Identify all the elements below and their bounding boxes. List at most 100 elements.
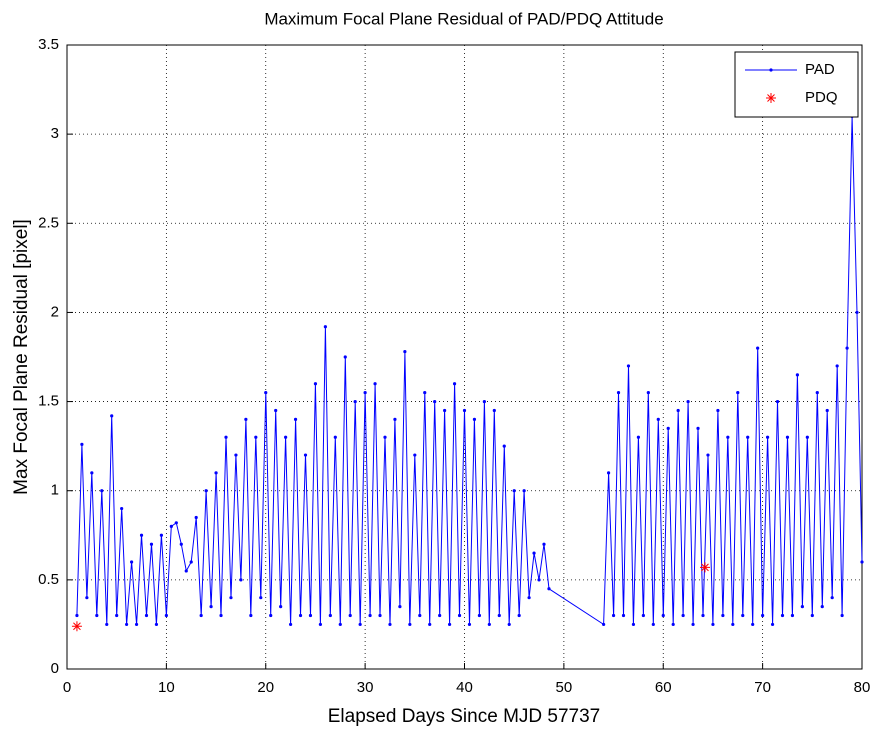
- point: [681, 613, 685, 618]
- y-tick-label: 0.5: [38, 571, 59, 588]
- point: [527, 596, 531, 600]
- point: [542, 542, 546, 546]
- chart-title: Maximum Focal Plane Residual of PAD/PDQ …: [264, 9, 663, 28]
- point: [676, 408, 680, 413]
- point: [125, 622, 129, 627]
- point: [626, 364, 631, 368]
- point: [795, 373, 800, 377]
- point: [388, 622, 392, 627]
- point: [323, 325, 327, 329]
- point: [154, 622, 159, 627]
- point: [815, 391, 819, 395]
- point: [820, 605, 824, 609]
- point: [691, 622, 695, 627]
- point: [418, 613, 422, 618]
- point: [333, 435, 337, 439]
- point: [264, 391, 268, 395]
- point: [606, 471, 611, 475]
- point: [825, 408, 829, 413]
- point: [487, 622, 491, 627]
- point: [144, 613, 149, 618]
- point: [765, 435, 770, 439]
- point: [616, 391, 621, 395]
- point: [651, 622, 655, 627]
- point: [358, 622, 362, 627]
- point: [706, 453, 710, 457]
- point: [731, 622, 735, 627]
- point: [308, 613, 313, 618]
- legend-label: PDQ: [805, 89, 838, 106]
- point: [249, 613, 253, 618]
- point: [204, 489, 208, 493]
- point: [761, 613, 765, 618]
- point: [85, 596, 89, 600]
- point: [646, 391, 650, 395]
- point: [810, 613, 814, 618]
- point: [746, 435, 750, 439]
- point: [179, 542, 183, 546]
- point: [790, 613, 795, 618]
- point: [611, 613, 616, 618]
- point: [785, 435, 790, 439]
- point: [532, 551, 536, 555]
- point: [100, 489, 104, 493]
- point: [661, 613, 665, 618]
- point: [860, 560, 864, 564]
- point: [164, 613, 168, 618]
- point: [194, 515, 198, 520]
- y-tick-label: 3: [51, 125, 59, 142]
- point: [775, 399, 780, 404]
- point: [835, 364, 839, 368]
- point: [502, 444, 506, 448]
- point: [845, 346, 849, 350]
- x-tick-label: 30: [357, 679, 374, 696]
- x-tick-label: 80: [854, 679, 871, 696]
- point: [274, 408, 278, 413]
- point: [298, 613, 303, 618]
- point: [353, 399, 357, 404]
- point: [209, 605, 213, 609]
- point: [259, 596, 263, 600]
- point: [95, 613, 99, 618]
- point: [129, 560, 134, 564]
- point: [602, 622, 606, 627]
- point: [224, 435, 228, 439]
- point: [512, 489, 516, 493]
- point: [328, 613, 332, 618]
- point: [447, 622, 452, 627]
- point: [671, 622, 675, 627]
- x-tick-label: 20: [257, 679, 274, 696]
- point: [636, 435, 641, 439]
- point: [219, 613, 223, 618]
- point: [115, 613, 119, 618]
- point: [621, 613, 626, 618]
- point: [229, 596, 233, 600]
- point: [313, 382, 318, 386]
- point: [105, 622, 109, 627]
- point: [134, 622, 139, 627]
- x-tick-label: 50: [556, 679, 573, 696]
- point: [462, 408, 467, 413]
- point: [686, 399, 690, 404]
- point: [696, 426, 700, 430]
- point: [174, 521, 178, 525]
- point: [507, 622, 511, 627]
- point: [413, 453, 417, 457]
- point: [736, 391, 740, 395]
- point: [383, 435, 387, 439]
- point: [631, 622, 636, 627]
- point: [726, 435, 730, 439]
- point: [805, 435, 809, 439]
- point: [139, 533, 144, 537]
- point: [756, 346, 760, 350]
- point: [855, 310, 859, 315]
- point: [284, 435, 288, 439]
- x-tick-label: 10: [158, 679, 175, 696]
- y-tick-label: 0: [51, 660, 59, 677]
- x-tick-label: 0: [63, 679, 71, 696]
- point: [656, 417, 660, 421]
- legend-marker: [769, 68, 773, 72]
- point: [522, 489, 526, 493]
- x-tick-label: 70: [754, 679, 771, 696]
- point: [641, 613, 645, 618]
